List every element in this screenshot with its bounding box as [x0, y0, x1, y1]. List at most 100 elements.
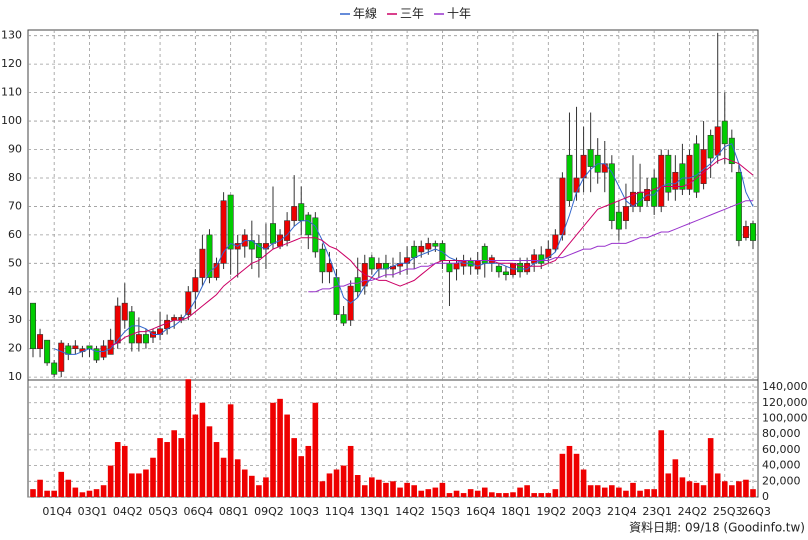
volume-bar [601, 487, 608, 497]
volume-bar [129, 473, 135, 497]
y2-tick-label: 80,000 [762, 427, 801, 440]
candle-body [615, 211, 622, 230]
volume-bar [721, 481, 728, 497]
candle-body [44, 339, 51, 364]
volume-bar [658, 430, 665, 497]
x-tick-label: 14Q2 [395, 505, 425, 518]
candle-body [474, 260, 481, 270]
candle-body [192, 277, 199, 293]
candle-body [707, 134, 714, 159]
candle-body [72, 345, 79, 349]
volume-bar [524, 485, 530, 497]
candle-body [432, 243, 439, 247]
volume-bar [347, 445, 354, 497]
candle-body [305, 214, 312, 236]
candle-body [524, 263, 531, 273]
volume-bar [178, 438, 185, 497]
legend-label: 三年 [400, 7, 424, 21]
ma-line [308, 200, 753, 293]
candle-body [227, 194, 234, 250]
candle-body [517, 263, 524, 273]
candle-body [693, 143, 700, 193]
candle-body [425, 243, 432, 250]
volume-bar [390, 481, 396, 497]
volume-bar [44, 490, 50, 497]
volume-bar [418, 490, 425, 497]
volume-bar [672, 459, 679, 497]
y2-tick-label: 20,000 [762, 474, 801, 487]
volume-bar [383, 482, 389, 497]
volume-bar [157, 438, 163, 497]
candle-body [206, 234, 213, 278]
volume-bar [397, 487, 403, 497]
volume-bar [531, 493, 537, 497]
y-tick-label: 130 [1, 29, 22, 42]
candle-body [721, 120, 728, 145]
volume-bar [277, 398, 283, 497]
volume-bar [707, 438, 714, 497]
volume-bar [538, 493, 545, 497]
volume-bar [298, 456, 305, 497]
candle-body [552, 234, 559, 250]
x-tick-label: 11Q4 [325, 505, 355, 518]
candle-body [502, 271, 509, 276]
candle-body [714, 126, 721, 156]
candle-body [298, 203, 305, 221]
volume-bar [93, 489, 100, 497]
volume-bar [256, 485, 262, 497]
y-tick-label: 50 [8, 256, 22, 269]
candle-body [135, 334, 142, 344]
volume-bar [185, 379, 192, 497]
candle-body [213, 263, 220, 278]
volume-bar [164, 442, 170, 497]
x-tick-label: 16Q4 [466, 505, 496, 518]
volume-bar [517, 487, 523, 497]
y-tick-label: 20 [8, 342, 22, 355]
volume-bar [376, 479, 382, 497]
candle-body [319, 248, 326, 273]
candle-body [686, 154, 693, 190]
volume-bar [580, 469, 587, 497]
candle-body [37, 334, 44, 349]
volume-bar [319, 481, 326, 497]
candle-body [679, 163, 686, 190]
volume-bar [150, 457, 156, 497]
volume-bar [714, 473, 721, 497]
volume-bar [503, 493, 509, 497]
candle-body [291, 206, 298, 221]
x-tick-label: 15Q3 [431, 505, 461, 518]
x-tick-label: 06Q4 [184, 505, 214, 518]
volume-bar [270, 402, 276, 497]
volume-bar [305, 445, 312, 497]
y-tick-label: 40 [8, 285, 22, 298]
volume-bar [284, 414, 290, 497]
candle-body [185, 291, 192, 315]
x-tick-label: 25Q3 [713, 505, 743, 518]
volume-bar [594, 485, 601, 497]
volume-bar [693, 482, 700, 497]
volume-bar [432, 487, 439, 497]
source-note: 資料日期: 09/18 (Goodinfo.tw) [629, 521, 805, 535]
volume-bar [79, 492, 86, 497]
candle-body [446, 263, 453, 273]
volume-bar [86, 490, 93, 497]
volume-bar [453, 490, 460, 497]
volume-bar [234, 459, 241, 497]
candle-body [538, 254, 545, 264]
x-tick-label: 08Q1 [219, 505, 249, 518]
volume-bar [143, 469, 149, 497]
volume-bar [227, 404, 234, 497]
x-tick-label: 03Q1 [78, 505, 108, 518]
y2-tick-label: 60,000 [762, 443, 801, 456]
volume-bar [446, 493, 453, 497]
volume-bar [651, 489, 657, 497]
volume-bar [241, 469, 248, 497]
volume-bar [121, 445, 128, 497]
volume-bar [425, 489, 432, 497]
volume-bar [220, 457, 227, 497]
volume-bar [700, 485, 707, 497]
volume-bar [510, 492, 516, 497]
candle-body [742, 226, 749, 239]
volume-bar [291, 438, 297, 497]
candle-body [672, 171, 679, 190]
